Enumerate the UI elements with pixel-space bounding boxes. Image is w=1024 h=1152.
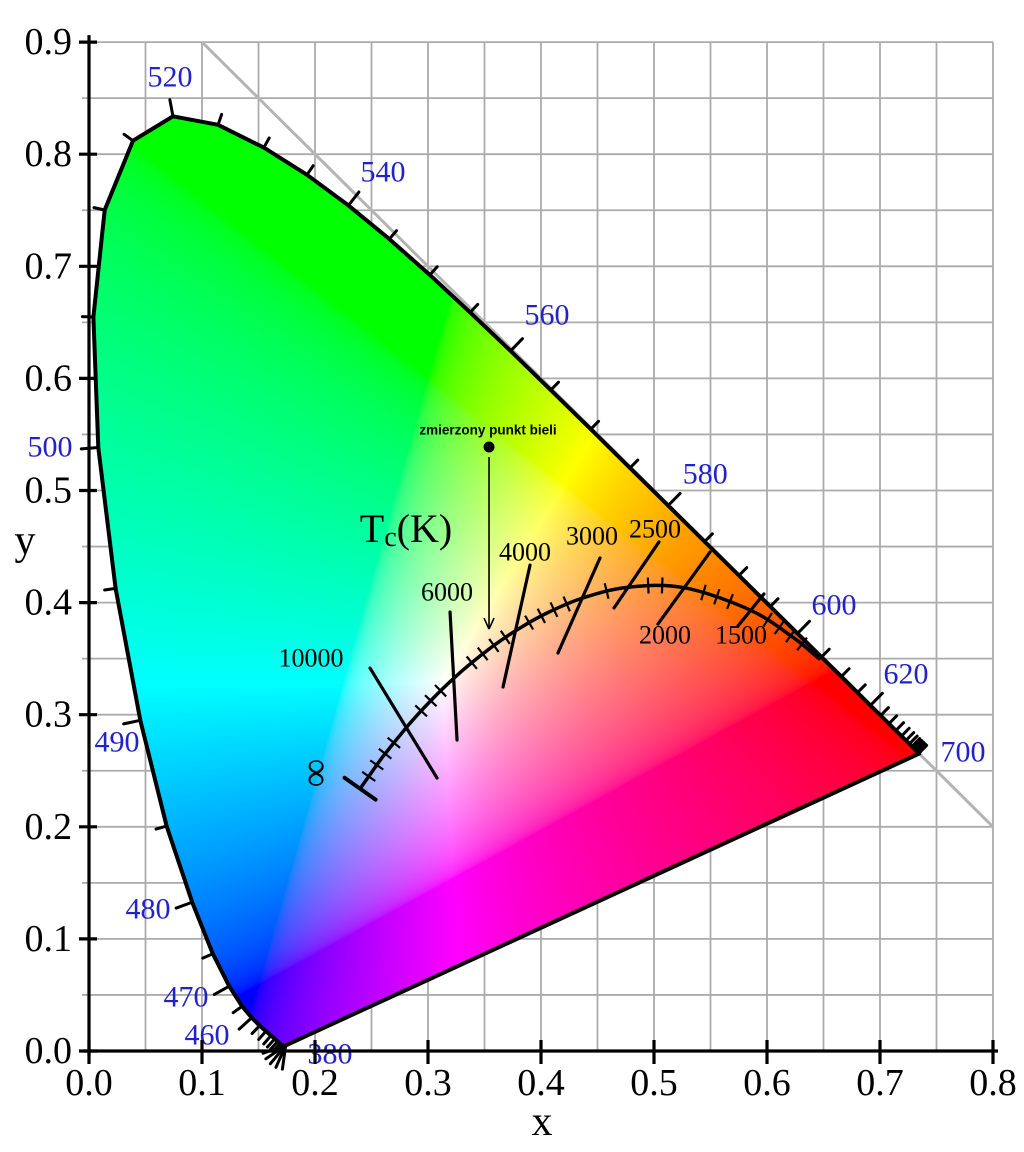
x-tick-label-0.7: 0.7	[856, 1062, 904, 1104]
wavelength-label-700: 700	[941, 736, 986, 769]
wavelength-label-620: 620	[883, 658, 928, 691]
isotherm-label-4000: 4000	[499, 538, 551, 567]
svg-text:Tc(K): Tc(K)	[360, 505, 452, 552]
spectral-locus-outline	[91, 114, 922, 1048]
y-tick-label-0.7: 0.7	[25, 245, 73, 287]
planckian-minor-ticks	[361, 577, 808, 782]
y-tick-label-0.9: 0.9	[25, 21, 73, 63]
tip-fan-ticks	[261, 1043, 288, 1071]
x-axis-tick-labels: 0.0 0.1 0.2 0.3 0.4 0.5 0.6 0.7 0.8	[65, 1062, 1017, 1104]
y-tick-label-0.3: 0.3	[25, 694, 73, 736]
svg-text:∞: ∞	[296, 759, 341, 788]
isotherm-label-1500: 1500	[715, 620, 767, 649]
y-tick-label-0.2: 0.2	[25, 806, 73, 848]
y-axis-title: y	[15, 518, 36, 564]
wavelength-label-460: 460	[184, 1018, 229, 1051]
wavelength-label-470: 470	[163, 980, 208, 1013]
wavelength-label-500: 500	[28, 431, 73, 464]
isotherm-label-3000: 3000	[566, 522, 618, 551]
x-tick-label-0.5: 0.5	[630, 1062, 678, 1104]
y-tick-label-0.5: 0.5	[25, 470, 73, 512]
wavelength-label-480: 480	[125, 892, 170, 925]
white-point-label: zmierzony punkt bieli	[419, 422, 556, 437]
white-point-dot	[483, 441, 495, 453]
planckian-locus-curve	[358, 583, 821, 791]
infinity-end-bar	[342, 775, 378, 802]
isotherm-label-10000: 10000	[279, 643, 344, 672]
y-tick-label-0.4: 0.4	[25, 582, 73, 624]
y-tick-label-0.8: 0.8	[25, 133, 73, 175]
isotherm-label-2000: 2000	[639, 620, 691, 649]
wavelength-label-540: 540	[361, 156, 406, 189]
isotherm-lines	[368, 540, 766, 780]
axes	[79, 35, 998, 1064]
isotherm-labels: 10000 6000 4000 3000 2500 2000 1500	[279, 514, 767, 672]
x-tick-label-0.4: 0.4	[517, 1062, 565, 1104]
wavelength-label-490: 490	[95, 726, 140, 759]
isotherm-label-6000: 6000	[421, 578, 473, 607]
wavelength-label-560: 560	[524, 298, 569, 331]
x-tick-label-0.8: 0.8	[969, 1062, 1017, 1104]
wavelength-label-580: 580	[683, 458, 728, 491]
wavelength-ticks	[79, 98, 929, 1054]
white-point-annotation: zmierzony punkt bieli	[419, 422, 557, 630]
infinity-symbol: ∞	[296, 759, 341, 788]
axis-titles: xy	[15, 518, 553, 1145]
x-tick-label-0.3: 0.3	[404, 1062, 452, 1104]
y-tick-label-0.1: 0.1	[25, 918, 73, 960]
x-tick-label-0.1: 0.1	[178, 1062, 226, 1104]
isotherm-label-2500: 2500	[629, 514, 681, 543]
x-tick-label-0.6: 0.6	[743, 1062, 791, 1104]
x-tick-label-0.0: 0.0	[65, 1062, 113, 1104]
wavelength-label-600: 600	[812, 589, 857, 622]
x-tick-label-0.2: 0.2	[291, 1062, 339, 1104]
x-axis-title: x	[532, 1099, 553, 1145]
wavelength-label-520: 520	[148, 60, 193, 93]
y-axis-tick-labels: 0.0 0.1 0.2 0.3 0.4 0.5 0.6 0.7 0.8 0.9	[25, 21, 73, 1072]
color-temperature-label: Tc(K)	[360, 505, 452, 552]
y-tick-label-0.0: 0.0	[25, 1030, 73, 1072]
y-tick-label-0.6: 0.6	[25, 357, 73, 399]
